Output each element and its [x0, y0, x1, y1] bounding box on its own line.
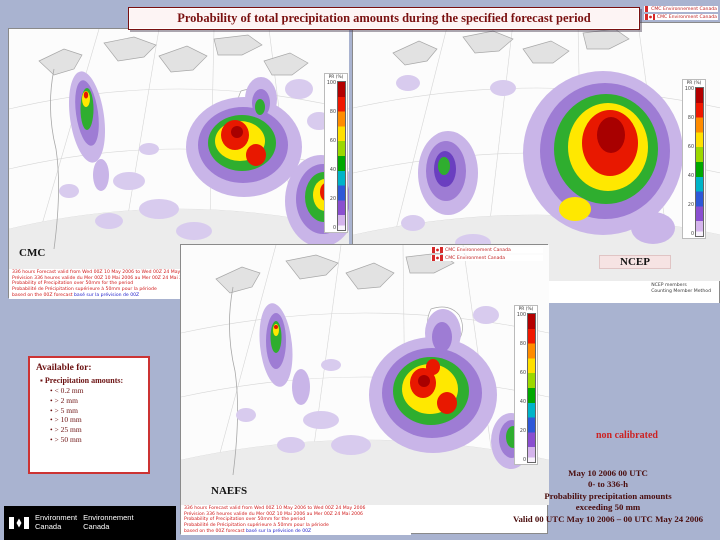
caption-line: Probabilité de Précipitation supérieure …	[12, 287, 157, 293]
caption-note-red: based on the 00Z forecast	[184, 528, 245, 534]
canada-flag-icon	[432, 247, 443, 253]
canada-flag-icon	[9, 517, 29, 529]
naefs-map-panel: CMC Environnement Canada CMC Environment…	[180, 244, 549, 535]
available-for-box: Available for: Precipitation amounts: < …	[28, 356, 150, 474]
logo-text-en: Environment Canada	[35, 513, 78, 531]
available-item: > 50 mm	[50, 435, 144, 445]
canada-wordmark-top-right: CMC Environnement Canada CMC Environment…	[644, 6, 718, 20]
legend-colorbar	[695, 87, 704, 237]
legend-title: PR (%)	[518, 307, 534, 312]
wordmark-row: CMC Environment Canada	[644, 14, 718, 20]
detail-line: 0- to 336-h	[587, 479, 629, 490]
environment-canada-logo: Environment Canada Environnement Canada	[4, 506, 176, 540]
wordmark-row: CMC Environment Canada	[431, 255, 543, 261]
detail-line: exceeding 50 mm	[575, 502, 641, 513]
legend-ticks: 100 80 60 40 20 0	[684, 87, 694, 237]
available-for-heading: Available for:	[36, 363, 92, 373]
available-for-bullet: Precipitation amounts:	[40, 376, 144, 385]
detail-line: Valid 00 UTC May 10 2006 – 00 UTC May 24…	[512, 513, 704, 524]
naefs-label: NAEFS	[211, 485, 248, 497]
caption-line: Probability of Precipitation over 50mm f…	[12, 281, 134, 287]
cmc-map-graphic	[9, 29, 349, 269]
caption-line: Probability of Precipitation over 50mm f…	[184, 517, 306, 523]
caption-line: Prévision 336 heures valide du Mer 00Z 1…	[12, 275, 191, 281]
available-item: > 10 mm	[50, 415, 144, 425]
caption-note-red: based on the 00Z forecast	[12, 292, 73, 298]
cmc-map-panel: PR (%) 100 80 60 40 20 0 CMC 336 hours Fore…	[8, 28, 349, 299]
wordmark-row: CMC Environnement Canada	[431, 247, 543, 253]
legend-colorbar	[337, 81, 346, 231]
legend-title: PR (%)	[686, 81, 702, 86]
caption-note-blue: basé sur la prévision de 00Z	[74, 292, 140, 298]
caption-note-blue: basé sur la prévision de 00Z	[246, 528, 312, 534]
available-item: < 0.2 mm	[50, 386, 144, 396]
cmc-label: CMC	[19, 247, 46, 259]
cmc-caption: 336 hours Forecast valid from Wed 00Z 10…	[9, 269, 209, 299]
ncep-label: NCEP	[599, 255, 671, 269]
available-item: > 2 mm	[50, 396, 144, 406]
naefs-map-graphic	[181, 245, 549, 505]
legend-ticks: 100 80 60 40 20 0	[326, 81, 336, 231]
detail-line: May 10 2006 00 UTC	[568, 468, 648, 478]
caption-line: based on the 00Z forecast basé sur la pr…	[184, 529, 408, 535]
cmc-legend: PR (%) 100 80 60 40 20 0	[324, 73, 348, 233]
caption-line: 336 hours Forecast valid from Wed 00Z 10…	[12, 270, 194, 275]
available-item: > 25 mm	[50, 425, 144, 435]
ncep-legend: PR (%) 100 80 60 40 20 0	[682, 79, 706, 239]
caption-line: based on the 00Z forecast basé sur la pr…	[12, 293, 206, 299]
slide-title: Probability of total precipitation amoun…	[177, 11, 591, 25]
naefs-caption: 336 hours Forecast valid from Wed 00Z 10…	[181, 505, 411, 535]
forecast-details: May 10 2006 00 UTC 0- to 336-h Probabili…	[500, 468, 716, 525]
legend-ticks: 100 80 60 40 20 0	[516, 313, 526, 463]
logo-text-fr: Environnement Canada	[83, 513, 134, 531]
slide-title-banner: Probability of total precipitation amoun…	[128, 7, 640, 30]
caption-line: Prévision 336 heures valide du Mer 00Z 1…	[184, 511, 363, 517]
caption-line: 336 hours Forecast valid from Wed 00Z 10…	[184, 506, 366, 511]
canada-wordmark-naefs: CMC Environnement Canada CMC Environment…	[431, 247, 543, 261]
non-calibrated-note: non calibrated	[596, 430, 658, 441]
legend-title: PR (%)	[328, 75, 344, 80]
naefs-legend: PR (%) 100 80 60 40 20 0	[514, 305, 538, 465]
wordmark-row: CMC Environnement Canada	[644, 6, 718, 12]
detail-line: Probability precipitation amounts	[544, 490, 672, 501]
canada-flag-icon	[432, 255, 443, 261]
ncep-map-graphic	[353, 23, 720, 281]
caption-line: Probabilité de Précipitation supérieure …	[184, 523, 329, 529]
available-item: > 5 mm	[50, 406, 144, 416]
ncep-caption-right: NCEP members Counting Member Method	[651, 283, 711, 294]
canada-flag-icon	[645, 6, 650, 12]
legend-colorbar	[527, 313, 536, 463]
canada-flag-icon	[645, 14, 655, 20]
